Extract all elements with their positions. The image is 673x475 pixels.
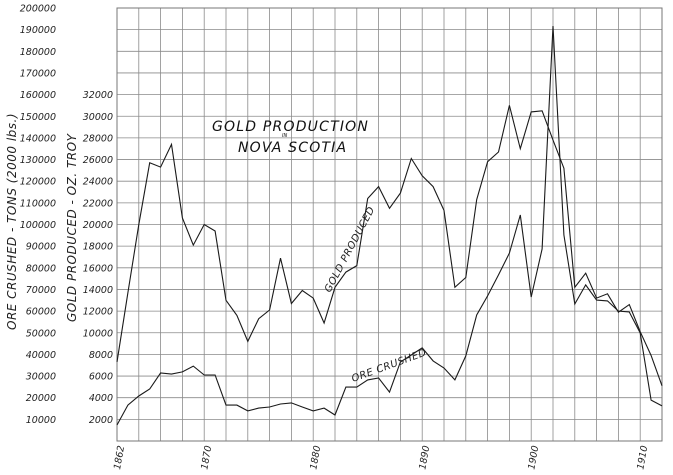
title-line-2: NOVA SCOTIA bbox=[238, 140, 347, 156]
y-tick-ore: 80000 bbox=[26, 263, 56, 274]
y-tick-gold: 6000 bbox=[89, 372, 113, 383]
y-axis-gold-ticks: 2000 4000 6000 8000 10000 12000 14000 16000 1800… bbox=[83, 90, 113, 426]
y-tick-ore: 20000 bbox=[26, 393, 56, 404]
y-tick-gold: 20000 bbox=[83, 220, 113, 231]
y-tick-gold: 18000 bbox=[83, 242, 113, 253]
x-tick-year: 1880 bbox=[308, 445, 323, 471]
y-tick-gold: 22000 bbox=[83, 198, 113, 209]
y-tick-ore: 50000 bbox=[26, 328, 56, 339]
x-tick-year: 1890 bbox=[417, 445, 432, 471]
y-axis-gold-title: GOLD PRODUCED - OZ. TROY bbox=[65, 132, 79, 322]
y-tick-gold: 24000 bbox=[83, 177, 113, 188]
gold-produced-line bbox=[116, 105, 663, 386]
y-tick-gold: 32000 bbox=[83, 90, 113, 101]
y-tick-gold: 10000 bbox=[83, 328, 113, 339]
y-tick-ore: 40000 bbox=[26, 350, 56, 361]
y-tick-ore: 90000 bbox=[26, 242, 56, 253]
y-tick-gold: 28000 bbox=[83, 133, 113, 144]
chart-title: GOLD PRODUCTION IN NOVA SCOTIA bbox=[212, 119, 369, 156]
y-tick-gold: 8000 bbox=[89, 350, 113, 361]
ore-crushed-line bbox=[116, 25, 663, 426]
y-tick-ore: 110000 bbox=[20, 198, 56, 209]
title-in: IN bbox=[282, 133, 287, 139]
x-tick-year: 1862 bbox=[112, 445, 127, 471]
y-tick-ore: 70000 bbox=[26, 285, 56, 296]
chart-grid bbox=[116, 7, 663, 441]
y-tick-ore: 120000 bbox=[20, 177, 56, 188]
y-tick-ore: 60000 bbox=[26, 307, 56, 318]
y-tick-gold: 4000 bbox=[89, 393, 113, 404]
gold-produced-label: GOLD PRODUCED bbox=[323, 205, 378, 294]
x-tick-year: 1910 bbox=[635, 445, 650, 471]
y-tick-ore: 10000 bbox=[26, 415, 56, 426]
y-tick-ore: 150000 bbox=[20, 112, 56, 123]
y-tick-ore: 170000 bbox=[20, 68, 56, 79]
x-tick-year: 1900 bbox=[526, 445, 541, 471]
y-tick-ore: 190000 bbox=[20, 25, 56, 36]
x-tick-year: 1870 bbox=[199, 445, 214, 471]
y-tick-gold: 16000 bbox=[83, 263, 113, 274]
y-axis-ore-title: ORE CRUSHED - TONS (2000 lbs.) bbox=[5, 113, 19, 330]
x-axis-year-ticks: 1862 1870 1880 1890 1900 1910 bbox=[112, 445, 650, 471]
y-tick-gold: 30000 bbox=[83, 112, 113, 123]
ore-crushed-label: ORE CRUSHED bbox=[350, 347, 428, 384]
plot-frame bbox=[116, 7, 663, 442]
y-tick-ore: 180000 bbox=[20, 47, 56, 58]
y-tick-gold: 12000 bbox=[83, 307, 113, 318]
y-tick-gold: 26000 bbox=[83, 155, 113, 166]
y-tick-ore: 130000 bbox=[20, 155, 56, 166]
y-tick-ore: 140000 bbox=[20, 133, 56, 144]
y-tick-ore: 160000 bbox=[20, 90, 56, 101]
y-tick-gold: 14000 bbox=[83, 285, 113, 296]
title-line-1: GOLD PRODUCTION bbox=[212, 119, 369, 135]
y-axis-ore-ticks: 10000 20000 30000 40000 50000 60000 70000 80000… bbox=[20, 4, 56, 426]
y-tick-ore: 200000 bbox=[20, 4, 56, 15]
y-tick-gold: 2000 bbox=[89, 415, 113, 426]
y-tick-ore: 30000 bbox=[26, 372, 56, 383]
y-tick-ore: 100000 bbox=[20, 220, 56, 231]
